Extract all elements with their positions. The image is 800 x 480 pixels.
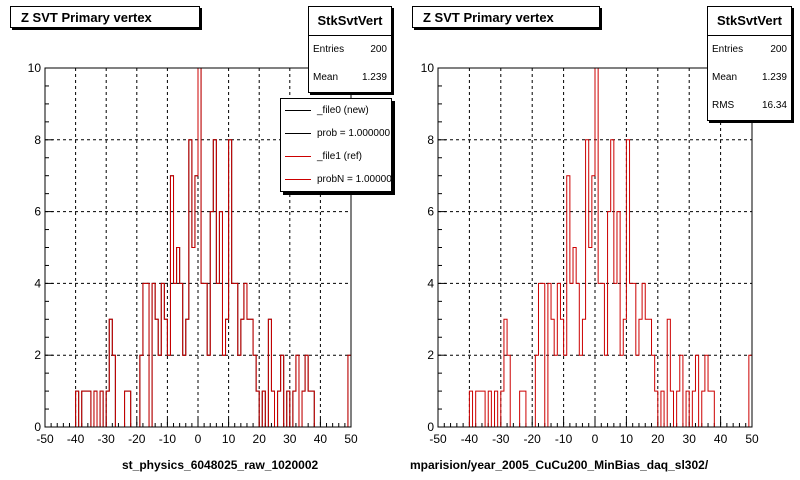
- x-tick-label: 0: [195, 432, 202, 446]
- histogram-series-1: [438, 67, 753, 428]
- left-stats-name: StkSvtVert: [309, 7, 391, 36]
- y-tick-label: 6: [34, 205, 41, 219]
- stats-label: Mean: [313, 72, 339, 83]
- stats-value: 1.239: [761, 72, 787, 83]
- y-tick-label: 10: [28, 61, 42, 75]
- stats-value: 200: [770, 44, 787, 55]
- x-tick-label: -50: [429, 432, 447, 446]
- y-tick-label: 4: [427, 276, 434, 290]
- legend-entry: _file0 (new): [281, 99, 391, 122]
- y-tick-label: 4: [34, 276, 41, 290]
- x-tick-label: -10: [555, 432, 573, 446]
- y-tick-label: 6: [427, 205, 434, 219]
- right-canvas-pad: -50 -40 -30 -20 -10 0 10 20 30 40 50 0 2 4 6 8 10 Z SVT …: [400, 0, 800, 480]
- left-histogram-plot: -50 -40 -30 -20 -10 0 10 20 30 40 50 0 2 4 6 8 10: [28, 61, 358, 446]
- legend-label: _file1 (ref): [317, 151, 363, 162]
- right-stats-row-rms: RMS 16.34: [708, 92, 791, 120]
- right-stats-box[interactable]: StkSvtVert Entries 200 Mean 1.239 RMS 16…: [707, 6, 792, 121]
- x-tick-label: 10: [222, 432, 236, 446]
- stats-value: 200: [370, 44, 387, 55]
- right-stats-name: StkSvtVert: [708, 7, 791, 36]
- y-tick-label: 0: [34, 420, 41, 434]
- stats-label: RMS: [712, 100, 735, 111]
- x-tick-label: 20: [651, 432, 665, 446]
- x-tick-label: -40: [461, 432, 479, 446]
- x-tick-label: 40: [714, 432, 728, 446]
- x-tick-label: 0: [592, 432, 599, 446]
- legend-label: prob = 1.000000: [317, 128, 391, 139]
- x-tick-label: -10: [159, 432, 177, 446]
- x-tick-label: -30: [98, 432, 116, 446]
- x-tick-label: 10: [620, 432, 634, 446]
- x-tick-label: -20: [524, 432, 542, 446]
- left-histogram-title: Z SVT Primary vertex: [10, 6, 200, 28]
- right-x-axis-title: mparision/year_2005_CuCu200_MinBias_daq_…: [410, 458, 709, 472]
- left-canvas-pad: -50 -40 -30 -20 -10 0 10 20 30 40 50 0 2 4 6 8 10 Z SVT …: [10, 6, 392, 472]
- x-tick-label: 20: [253, 432, 267, 446]
- stats-label: Mean: [712, 72, 738, 83]
- y-tick-label: 2: [34, 348, 41, 362]
- x-tick-label: 50: [745, 432, 759, 446]
- right-histogram-title: Z SVT Primary vertex: [412, 6, 600, 28]
- left-stats-box[interactable]: StkSvtVert Entries 200 Mean 1.239: [308, 6, 392, 93]
- right-stats-row-entries: Entries 200: [708, 36, 791, 64]
- y-tick-label: 10: [421, 61, 435, 75]
- x-tick-label: -30: [492, 432, 510, 446]
- right-stats-row-mean: Mean 1.239: [708, 64, 791, 92]
- left-stats-row-mean: Mean 1.239: [309, 64, 391, 92]
- stats-value: 1.239: [361, 72, 387, 83]
- y-tick-label: 8: [34, 133, 41, 147]
- left-stats-row-entries: Entries 200: [309, 36, 391, 64]
- legend-box[interactable]: _file0 (new) prob = 1.000000 _file1 (ref…: [280, 98, 392, 192]
- x-tick-label: -40: [67, 432, 85, 446]
- y-tick-label: 8: [427, 133, 434, 147]
- legend-label: probN = 1.000000: [317, 174, 392, 185]
- right-histogram-plot: -50 -40 -30 -20 -10 0 10 20 30 40 50 0 2 4 6 8 10: [421, 61, 759, 446]
- plot-frame: [437, 67, 753, 428]
- legend-label: _file0 (new): [317, 105, 369, 116]
- stats-label: Entries: [313, 44, 345, 55]
- plot-frame: [44, 67, 352, 428]
- x-tick-label: 30: [683, 432, 697, 446]
- legend-line-marker: [285, 156, 311, 157]
- stats-label: Entries: [712, 44, 744, 55]
- legend-entry: prob = 1.000000: [281, 122, 391, 145]
- left-x-axis-title: st_physics_6048025_raw_1020002: [122, 458, 319, 472]
- x-tick-label: 40: [314, 432, 328, 446]
- legend-entry: _file1 (ref): [281, 145, 391, 168]
- x-tick-label: -20: [128, 432, 146, 446]
- legend-line-marker: [285, 133, 311, 134]
- x-tick-label: 30: [283, 432, 297, 446]
- x-tick-label: 50: [344, 432, 358, 446]
- y-tick-label: 0: [427, 420, 434, 434]
- x-tick-label: -50: [36, 432, 54, 446]
- legend-line-marker: [285, 110, 311, 111]
- y-tick-label: 2: [427, 348, 434, 362]
- legend-line-marker: [285, 179, 311, 180]
- legend-entry: probN = 1.000000: [281, 168, 391, 191]
- stats-value: 16.34: [761, 100, 787, 111]
